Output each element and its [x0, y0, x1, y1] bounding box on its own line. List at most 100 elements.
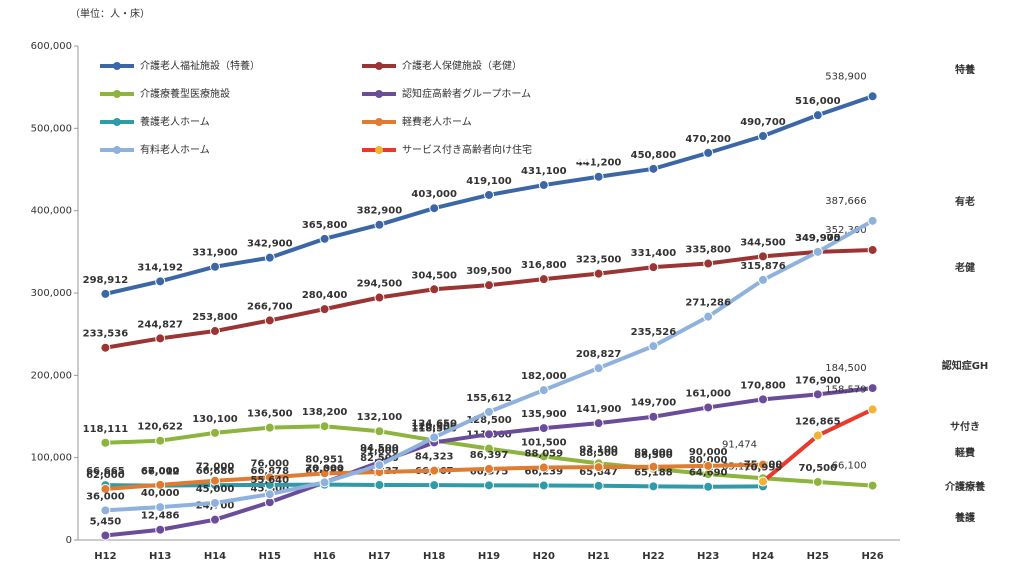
marker	[593, 171, 604, 182]
x-tick-label: H22	[642, 551, 664, 562]
marker	[319, 421, 330, 432]
legend-label: サービス付き高齢者向け住宅	[402, 143, 532, 156]
marker	[429, 203, 440, 214]
marker	[867, 91, 878, 102]
data-label: 66,665	[86, 466, 125, 477]
marker	[264, 422, 275, 433]
y-tick-label: 0	[66, 535, 72, 546]
data-label: 323,500	[576, 255, 622, 266]
y-tick-label: 200,000	[31, 370, 72, 381]
data-label: 72,000	[196, 462, 235, 473]
y-tick-label: 500,000	[31, 123, 72, 134]
marker	[538, 274, 549, 285]
data-label: 94,500	[360, 443, 399, 454]
marker	[155, 435, 166, 446]
data-label: 66,686	[196, 466, 235, 477]
marker	[374, 479, 385, 490]
data-label: 70,000	[305, 463, 344, 474]
y-tick-label: 400,000	[31, 206, 72, 217]
data-label: 233,536	[83, 329, 129, 340]
data-label: 65,188	[634, 467, 673, 478]
data-label: 314,192	[137, 262, 183, 273]
data-label: 182,000	[521, 371, 567, 382]
data-label: 64,690	[689, 468, 728, 479]
legend-label: 介護老人保健施設（老健）	[402, 59, 522, 72]
data-label: 89,000	[634, 448, 673, 459]
marker	[155, 502, 166, 513]
data-label: 335,800	[685, 245, 731, 256]
data-label: 387,666	[825, 196, 866, 207]
marker	[100, 288, 111, 299]
data-label: 12,486	[141, 511, 180, 522]
marker	[100, 505, 111, 516]
data-label: 470,200	[685, 134, 731, 145]
data-label: 66,012	[141, 467, 180, 478]
marker	[100, 437, 111, 448]
x-tick-label: H24	[752, 551, 774, 562]
x-tick-label: H21	[587, 551, 609, 562]
marker	[210, 427, 220, 438]
data-label: 431,100	[521, 166, 567, 177]
marker	[374, 460, 385, 471]
series-annotation: サ付き	[950, 420, 980, 433]
marker	[867, 215, 878, 226]
marker	[484, 480, 494, 491]
marker	[703, 147, 714, 158]
marker	[484, 189, 494, 200]
legend-marker	[113, 62, 121, 70]
x-tick-label: H17	[368, 551, 390, 562]
marker	[374, 426, 385, 437]
marker	[484, 280, 494, 291]
marker	[210, 326, 220, 337]
marker	[703, 311, 714, 322]
x-tick-label: H23	[697, 551, 719, 562]
marker	[703, 402, 714, 413]
data-label: 271,286	[685, 298, 731, 309]
marker	[538, 180, 549, 191]
series-annotation: 認知症GH	[942, 359, 989, 372]
marker	[155, 276, 166, 287]
series-annotation: 軽費	[955, 446, 975, 459]
legend-marker	[113, 118, 121, 126]
marker	[648, 461, 659, 472]
x-tick-label: H16	[313, 551, 335, 562]
data-label: 5,450	[90, 517, 122, 528]
data-label: 155,612	[466, 393, 512, 404]
data-label: 86,500	[634, 450, 673, 461]
marker	[758, 251, 768, 262]
marker	[429, 465, 440, 476]
marker	[758, 394, 768, 405]
data-label: 124,650	[411, 418, 457, 429]
legend-label: 認知症高齢者グループホーム	[402, 87, 531, 100]
data-label: 344,500	[740, 237, 786, 248]
marker	[867, 244, 878, 255]
data-label: 128,500	[466, 415, 512, 426]
data-label: 266,700	[247, 301, 293, 312]
marker	[210, 497, 220, 508]
marker	[648, 481, 659, 492]
data-label: 316,800	[521, 260, 567, 271]
data-label: 516,000	[795, 96, 841, 107]
data-label: 86,397	[470, 450, 509, 461]
x-tick-label: H14	[204, 551, 226, 562]
marker	[867, 383, 878, 394]
legend-marker	[113, 146, 121, 154]
data-label: 70,500	[799, 463, 838, 474]
marker	[100, 530, 111, 541]
marker	[264, 489, 275, 500]
marker	[484, 463, 494, 474]
marker	[374, 219, 385, 230]
marker	[703, 481, 714, 492]
data-label: 365,800	[302, 220, 348, 231]
data-label: 184,500	[825, 363, 866, 374]
data-label: 176,900	[795, 375, 841, 386]
marker	[812, 476, 823, 487]
series-annotation: 特養	[955, 63, 975, 76]
marker	[155, 524, 166, 535]
data-label: 349,900	[795, 233, 841, 244]
data-label: 158,579	[825, 384, 866, 395]
marker	[758, 476, 768, 487]
data-label: 66,878	[251, 466, 290, 477]
data-label: 70,999	[744, 463, 783, 474]
